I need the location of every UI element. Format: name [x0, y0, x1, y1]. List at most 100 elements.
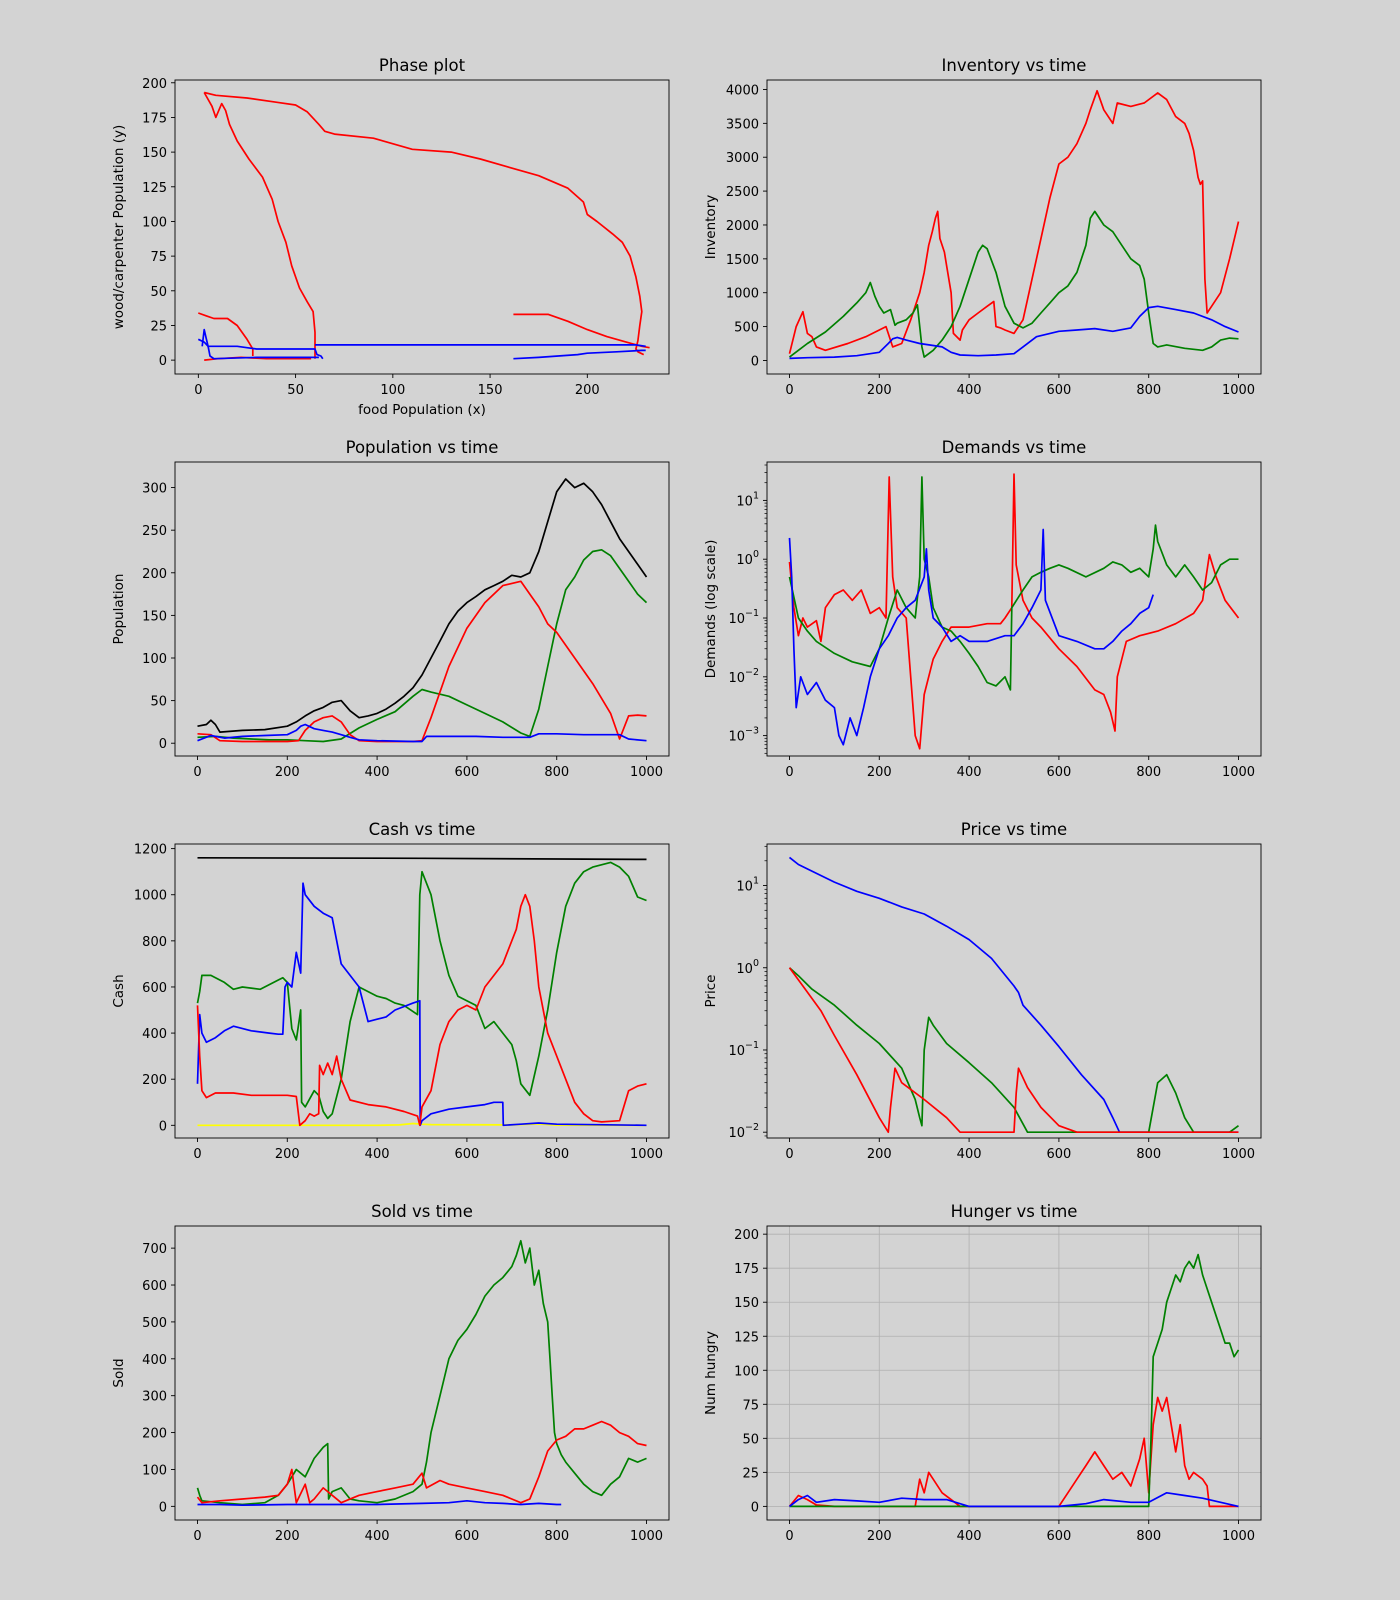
- y-tick-label: 700: [142, 1242, 167, 1257]
- series-line-red: [196, 893, 647, 1127]
- series-line-red: [788, 473, 1240, 750]
- y-tick-label: 100: [736, 549, 759, 568]
- plot-area: [767, 844, 1261, 1138]
- y-tick-label: 500: [142, 1316, 167, 1331]
- series-line-blue: [197, 723, 647, 743]
- axes-frame: [766, 1225, 1262, 1521]
- series-line-blue: [788, 528, 1155, 746]
- y-tick-label: 10−1: [728, 1040, 759, 1059]
- y-tick-label: 200: [142, 1073, 167, 1088]
- x-tick-label: 0: [193, 1147, 201, 1162]
- y-tick-label: 101: [736, 490, 759, 509]
- y-axis-label: wood/carpenter Population (y): [111, 125, 127, 330]
- series-line-green: [196, 1239, 647, 1506]
- y-tick-label: 150: [142, 609, 167, 624]
- y-tick-label: 1200: [134, 843, 167, 858]
- series-line-red: [196, 1420, 647, 1504]
- x-tick-label: 50: [287, 383, 304, 398]
- x-tick-label: 800: [1136, 383, 1161, 398]
- chart-hunger: 0 200 400 600 800 1000 0 25 50 75 100 125 150 175 200 H…: [703, 1202, 1262, 1544]
- y-axis-label: Cash: [111, 974, 127, 1007]
- y-tick-label: 300: [142, 1390, 167, 1405]
- y-tick-label: 75: [150, 250, 167, 265]
- y-tick-label: 200: [142, 567, 167, 582]
- axes-frame: [174, 1225, 670, 1521]
- y-tick-label: 3000: [726, 151, 759, 166]
- y-tick-label: 150: [734, 1296, 759, 1311]
- axes-frame: [174, 843, 670, 1139]
- series-line-red: [197, 580, 647, 743]
- x-tick-label: 600: [454, 1529, 479, 1544]
- y-tick-label: 100: [734, 1364, 759, 1379]
- y-tick-label: 400: [142, 1027, 167, 1042]
- chart-demands: 0 200 400 600 800 1000 10−3 10−2 10−1 100 101 Deman…: [703, 438, 1262, 780]
- x-tick-label: 600: [1046, 765, 1071, 780]
- plot-area: [175, 462, 669, 756]
- plot-area: [767, 80, 1261, 374]
- x-tick-label: 1000: [1222, 383, 1255, 398]
- x-tick-label: 600: [1046, 1529, 1071, 1544]
- y-tick-label: 10−3: [728, 726, 759, 745]
- y-tick-label: 150: [142, 146, 167, 161]
- chart-title: Cash vs time: [369, 820, 476, 839]
- y-tick-label: 50: [150, 695, 167, 710]
- x-tick-label: 600: [1046, 383, 1071, 398]
- series-line-red: [203, 92, 316, 359]
- y-axis-label: Sold: [111, 1358, 127, 1387]
- x-tick-label: 600: [1046, 1147, 1071, 1162]
- chart-title: Sold vs time: [371, 1202, 473, 1221]
- y-tick-label: 200: [142, 1427, 167, 1442]
- series-line-yellow: [197, 1122, 647, 1127]
- y-tick-label: 10−2: [728, 667, 759, 686]
- x-tick-label: 400: [365, 1529, 390, 1544]
- y-tick-label: 0: [159, 1119, 167, 1134]
- x-tick-label: 200: [867, 383, 892, 398]
- x-tick-label: 0: [785, 765, 793, 780]
- series-line-blue: [201, 328, 319, 360]
- y-tick-label: 100: [142, 652, 167, 667]
- y-tick-label: 10−2: [728, 1122, 759, 1141]
- series-line-black: [197, 856, 647, 861]
- y-tick-label: 50: [742, 1432, 759, 1447]
- x-tick-label: 800: [1136, 765, 1161, 780]
- x-tick-label: 800: [544, 765, 569, 780]
- y-tick-label: 175: [734, 1262, 759, 1277]
- plot-area: [175, 844, 669, 1138]
- x-tick-label: 800: [544, 1529, 569, 1544]
- series-line-red: [788, 967, 1239, 1134]
- series-line-red: [788, 89, 1240, 354]
- chart-cash: 0 200 400 600 800 1000 0 200 400 600 800 1000 1200 Ca…: [111, 820, 670, 1162]
- y-tick-label: 250: [142, 524, 167, 539]
- x-tick-label: 600: [454, 1147, 479, 1162]
- y-tick-label: 100: [736, 958, 759, 977]
- y-tick-label: 10−1: [728, 608, 759, 627]
- y-tick-label: 0: [159, 354, 167, 369]
- y-tick-label: 2000: [726, 219, 759, 234]
- y-axis-label: Population: [111, 574, 127, 645]
- y-tick-label: 1000: [134, 889, 167, 904]
- series-line-blue: [788, 1491, 1239, 1508]
- y-tick-label: 600: [142, 1279, 167, 1294]
- x-tick-label: 800: [544, 1147, 569, 1162]
- x-tick-label: 800: [1136, 1529, 1161, 1544]
- y-tick-label: 800: [142, 935, 167, 950]
- x-tick-label: 1000: [630, 1147, 663, 1162]
- y-tick-label: 25: [742, 1466, 759, 1481]
- chart-population: 0 200 400 600 800 1000 0 50 100 150 200 250 300 Popul…: [111, 438, 670, 780]
- y-tick-label: 0: [159, 1500, 167, 1515]
- x-tick-label: 200: [867, 765, 892, 780]
- y-tick-label: 3500: [726, 117, 759, 132]
- plot-area: [175, 1226, 669, 1520]
- series-line-red: [204, 91, 645, 356]
- x-tick-label: 400: [957, 1147, 982, 1162]
- x-tick-label: 200: [275, 765, 300, 780]
- y-tick-label: 175: [142, 111, 167, 126]
- x-tick-label: 400: [957, 1529, 982, 1544]
- series-line-black: [197, 478, 648, 733]
- series-line-red: [198, 312, 254, 356]
- x-tick-label: 400: [365, 765, 390, 780]
- chart-price: 0 200 400 600 800 1000 10−2 10−1 100 101 Price vs …: [703, 820, 1262, 1162]
- series-line-green: [788, 967, 1240, 1134]
- y-tick-label: 125: [142, 181, 167, 196]
